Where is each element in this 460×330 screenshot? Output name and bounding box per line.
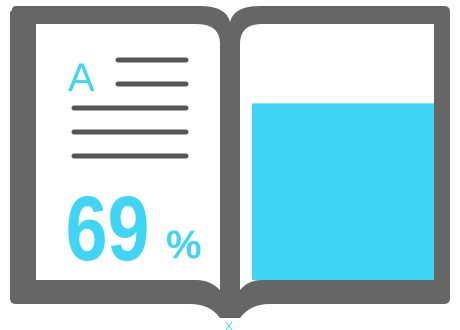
letter-a: A [68,56,95,100]
percent-value: 69 [66,177,150,280]
page-fill-level [252,103,434,281]
percent-sign: % [166,223,202,267]
bookmark-tick [225,321,233,330]
text-lines-icon [71,57,189,159]
